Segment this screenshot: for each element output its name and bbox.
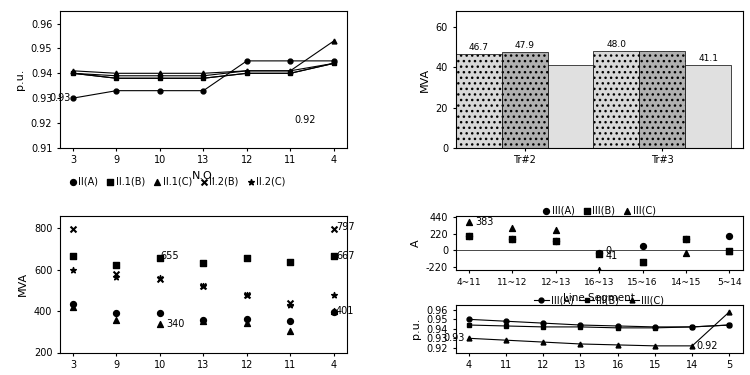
Point [197, 318, 209, 324]
Point [110, 310, 122, 316]
Point [550, 227, 562, 233]
Text: 47.9: 47.9 [514, 40, 535, 50]
Point [724, 248, 736, 254]
Point [284, 318, 296, 324]
Point [241, 320, 253, 326]
Point [680, 236, 692, 242]
Point [724, 233, 736, 239]
Point [110, 262, 122, 268]
Point [463, 233, 475, 239]
Point [67, 226, 79, 232]
Point [328, 253, 340, 259]
Bar [593, 51, 639, 148]
Point [328, 309, 340, 315]
Text: 383: 383 [476, 217, 494, 227]
Point [67, 301, 79, 307]
Bar [639, 51, 686, 148]
Point [67, 304, 79, 310]
Text: 0.92: 0.92 [696, 341, 718, 351]
Point [680, 236, 692, 242]
Point [110, 318, 122, 324]
Point [110, 274, 122, 280]
Point [463, 219, 475, 225]
Bar [686, 65, 731, 148]
X-axis label: N.O.: N.O. [191, 171, 215, 181]
Y-axis label: A: A [410, 239, 421, 247]
Text: 0: 0 [606, 246, 612, 256]
Point [110, 271, 122, 277]
Bar [548, 65, 593, 148]
Point [241, 292, 253, 298]
Text: 797: 797 [336, 222, 355, 232]
Point [593, 252, 605, 258]
Text: 0.93: 0.93 [444, 333, 465, 343]
Point [550, 238, 562, 244]
Legend: III(A), III(B), III(C): III(A), III(B), III(C) [530, 292, 668, 310]
Point [637, 243, 649, 249]
Point [680, 251, 692, 257]
Point [550, 238, 562, 244]
Point [328, 292, 340, 298]
Point [154, 310, 166, 316]
Point [593, 267, 605, 273]
Point [154, 276, 166, 282]
Text: 667: 667 [336, 251, 355, 261]
Point [328, 226, 340, 232]
Point [593, 251, 605, 257]
Text: 340: 340 [166, 318, 184, 328]
Point [197, 318, 209, 324]
Text: 48.0: 48.0 [606, 40, 626, 50]
Point [637, 258, 649, 264]
Y-axis label: MVA: MVA [420, 68, 430, 92]
Text: 41.1: 41.1 [698, 54, 718, 63]
Point [154, 275, 166, 281]
Point [284, 302, 296, 308]
Text: 0.93: 0.93 [50, 93, 70, 103]
Point [284, 258, 296, 264]
Point [67, 267, 79, 273]
Point [284, 300, 296, 306]
Point [241, 316, 253, 322]
Point [197, 284, 209, 290]
Bar [456, 54, 502, 148]
Point [506, 236, 518, 242]
Legend: II(A), II.1(B), II.1(C), II.2(B), II.2(C): II(A), II.1(B), II.1(C), II.2(B), II.2(C… [64, 173, 290, 191]
Y-axis label: p.u.: p.u. [411, 318, 421, 339]
Point [67, 254, 79, 260]
Point [506, 236, 518, 242]
X-axis label: Line Segment: Line Segment [563, 292, 635, 303]
Point [284, 328, 296, 334]
Y-axis label: p.u.: p.u. [15, 69, 26, 90]
Point [724, 248, 736, 254]
Text: 0.92: 0.92 [295, 116, 316, 126]
Point [154, 255, 166, 261]
Bar [502, 52, 548, 148]
Text: 46.7: 46.7 [469, 43, 489, 52]
Text: 655: 655 [160, 251, 178, 261]
Point [506, 225, 518, 231]
Point [154, 321, 166, 327]
Point [197, 260, 209, 266]
Point [197, 284, 209, 290]
Point [328, 308, 340, 314]
Y-axis label: MVA: MVA [18, 272, 28, 296]
Text: 401: 401 [336, 306, 354, 316]
Legend: III(A), III(B), III(C): III(A), III(B), III(C) [538, 202, 660, 220]
Point [463, 233, 475, 239]
Text: 41: 41 [606, 251, 618, 261]
Point [637, 258, 649, 264]
Point [241, 292, 253, 298]
Point [241, 255, 253, 261]
